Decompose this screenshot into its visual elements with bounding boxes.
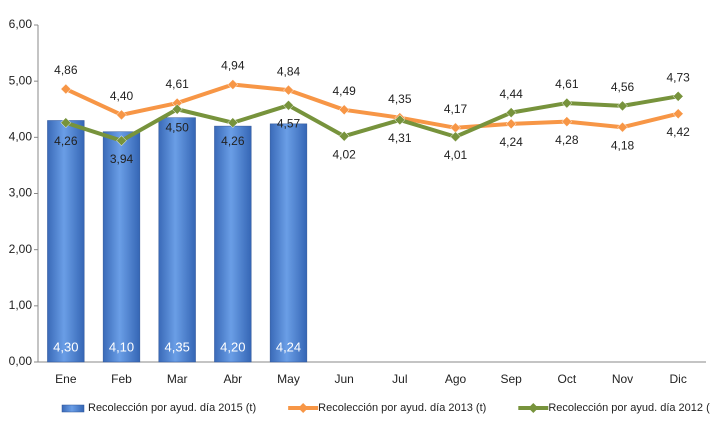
legend-item: Recolección por ayud. día 2013 (t) xyxy=(288,402,486,414)
data-label: 4,50 xyxy=(165,120,189,134)
line-marker xyxy=(338,130,350,142)
x-tick-label: Nov xyxy=(612,372,633,386)
data-label: 4,26 xyxy=(221,134,245,148)
line-marker xyxy=(338,104,350,116)
line-marker xyxy=(283,99,294,111)
data-label: 4,40 xyxy=(110,89,134,103)
line-marker xyxy=(672,90,684,102)
line-marker xyxy=(505,107,517,118)
legend-label: Recolección por ayud. día 2013 (t) xyxy=(318,402,486,414)
line-marker xyxy=(171,103,183,115)
data-label: 4,86 xyxy=(54,63,78,77)
line-marker xyxy=(283,84,294,96)
legend-item: Recolección por ayud. día 2015 (t) xyxy=(61,402,256,414)
bar-label: 4,35 xyxy=(165,339,190,354)
bar xyxy=(214,125,252,363)
y-tick-label: 1,00 xyxy=(9,298,33,312)
bar xyxy=(269,123,308,363)
legend-swatch xyxy=(61,404,85,413)
data-label: 4,61 xyxy=(165,77,189,91)
line xyxy=(65,94,679,143)
data-label: 4,84 xyxy=(277,64,301,78)
x-tick-label: Dic xyxy=(669,372,686,386)
data-label: 4,28 xyxy=(555,133,579,147)
line-marker xyxy=(394,114,406,126)
line-marker xyxy=(450,131,461,143)
line-marker xyxy=(116,109,127,121)
line-marker xyxy=(450,122,461,134)
data-label: 4,57 xyxy=(277,116,301,130)
y-tick-label: 4,00 xyxy=(9,130,33,144)
line-marker xyxy=(505,118,517,130)
bar xyxy=(102,131,141,363)
x-tick-label: Feb xyxy=(111,372,132,386)
legend-item: Recolección por ayud. día 2012 (t) xyxy=(518,402,710,414)
line-marker xyxy=(561,116,573,127)
x-tick-label: May xyxy=(277,372,300,386)
bar-label: 4,10 xyxy=(109,339,134,354)
x-tick-label: Ene xyxy=(55,372,77,386)
data-label: 4,24 xyxy=(499,135,523,149)
bar-label: 4,24 xyxy=(276,339,301,354)
data-label: 3,94 xyxy=(110,152,134,166)
data-label: 4,26 xyxy=(54,134,78,148)
x-tick-label: Ago xyxy=(445,372,467,386)
data-label: 4,56 xyxy=(611,80,635,94)
y-tick-label: 5,00 xyxy=(9,73,33,87)
data-label: 4,17 xyxy=(444,102,468,116)
data-label: 4,31 xyxy=(388,131,412,145)
x-tick-label: Oct xyxy=(557,372,576,386)
legend-marker xyxy=(528,403,539,413)
line-marker xyxy=(227,79,239,90)
x-tick-label: Mar xyxy=(167,372,188,386)
line-marker xyxy=(116,135,127,147)
bar xyxy=(158,117,196,363)
data-label: 4,18 xyxy=(611,138,635,152)
y-tick-label: 0,00 xyxy=(9,354,33,368)
legend-label: Recolección por ayud. día 2012 (t) xyxy=(548,402,710,414)
bar xyxy=(47,120,85,363)
x-tick-label: Sep xyxy=(500,372,522,386)
x-tick-label: Jun xyxy=(334,372,353,386)
line-marker xyxy=(227,117,239,129)
data-label: 4,01 xyxy=(444,148,468,162)
data-label: 4,44 xyxy=(499,87,523,101)
data-label: 4,94 xyxy=(221,59,245,73)
y-tick-label: 6,00 xyxy=(9,17,33,31)
y-tick-label: 2,00 xyxy=(9,242,33,256)
line-marker xyxy=(60,83,72,95)
data-label: 4,42 xyxy=(666,125,690,139)
bar-label: 4,30 xyxy=(53,339,78,354)
line-marker xyxy=(672,108,684,120)
line xyxy=(64,82,679,130)
line-marker xyxy=(617,100,628,112)
data-label: 4,02 xyxy=(332,147,356,161)
legend-label: Recolección por ayud. día 2015 (t) xyxy=(88,402,256,414)
y-tick-label: 3,00 xyxy=(9,186,33,200)
bar-label: 4,20 xyxy=(220,339,245,354)
line-marker xyxy=(617,121,628,133)
data-label: 4,73 xyxy=(666,71,690,85)
legend-marker xyxy=(298,403,309,413)
data-label: 4,61 xyxy=(555,77,579,91)
line-marker xyxy=(561,97,573,109)
data-label: 4,35 xyxy=(388,92,412,106)
line-marker xyxy=(60,117,72,129)
data-label: 4,49 xyxy=(332,84,356,98)
x-tick-label: Jul xyxy=(392,372,407,386)
x-tick-label: Abr xyxy=(223,372,242,386)
